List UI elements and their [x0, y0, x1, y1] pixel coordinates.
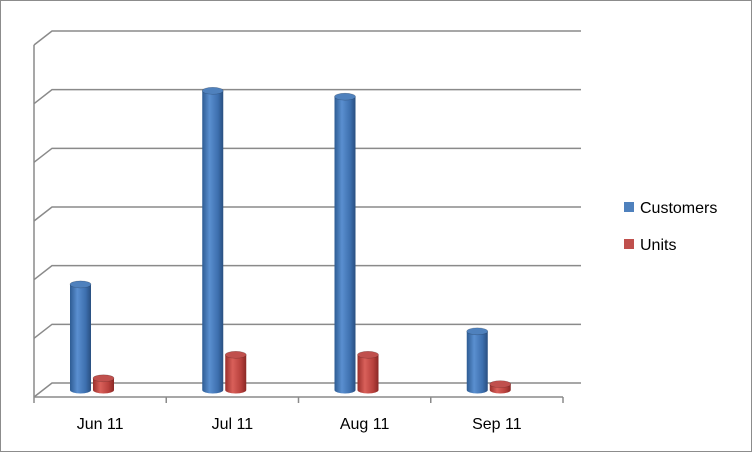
x-tick-label: Jul 11	[212, 416, 254, 433]
legend-swatch	[624, 202, 634, 212]
gridline	[33, 88, 581, 105]
legend-label: Customers	[640, 200, 717, 217]
gridline	[33, 382, 581, 398]
x-tick-label: Aug 11	[340, 416, 390, 433]
gridline	[33, 323, 581, 339]
bar-customers-sep-11	[466, 327, 489, 394]
gridlines	[33, 30, 581, 398]
bar-units-aug-11	[357, 350, 379, 394]
bar-customers-jul-11	[201, 87, 224, 394]
bar-customers-jun-11	[69, 280, 92, 394]
gridline	[33, 147, 581, 163]
legend: Customers Units	[624, 200, 717, 254]
bar-units-sep-11	[489, 380, 512, 394]
bars	[69, 87, 512, 394]
x-tick-label: Jun 11	[77, 416, 124, 433]
gridline	[33, 30, 581, 46]
bar-units-jun-11	[92, 374, 115, 394]
gridline	[33, 206, 581, 222]
legend-swatch	[624, 239, 634, 249]
x-tick-label: Sep 11	[472, 416, 522, 433]
bar-units-jul-11	[224, 350, 247, 394]
legend-label: Units	[640, 237, 676, 254]
category-labels: Jun 11 Jul 11 Aug 11 Sep 11	[77, 416, 522, 433]
bar-customers-aug-11	[334, 92, 356, 394]
category-axis	[33, 396, 564, 403]
gridline	[33, 264, 581, 281]
